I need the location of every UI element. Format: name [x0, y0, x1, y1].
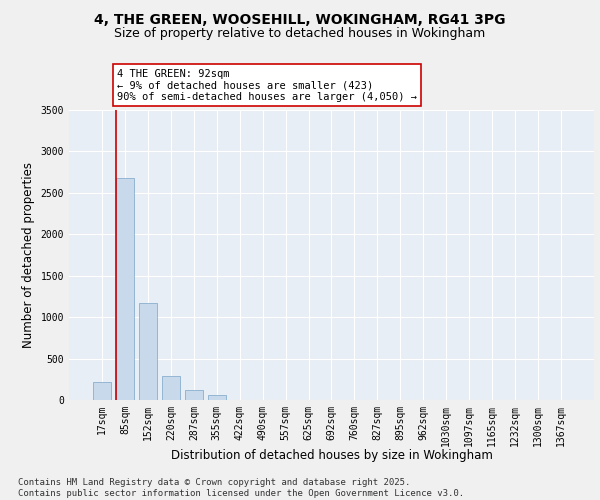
Text: Size of property relative to detached houses in Wokingham: Size of property relative to detached ho…	[115, 28, 485, 40]
Y-axis label: Number of detached properties: Number of detached properties	[22, 162, 35, 348]
Bar	[162, 376, 180, 400]
Bar	[208, 396, 226, 400]
Text: Contains HM Land Registry data © Crown copyright and database right 2025.
Contai: Contains HM Land Registry data © Crown c…	[18, 478, 464, 498]
Text: 4, THE GREEN, WOOSEHILL, WOKINGHAM, RG41 3PG: 4, THE GREEN, WOOSEHILL, WOKINGHAM, RG41…	[94, 12, 506, 26]
Bar	[116, 178, 134, 400]
Bar	[185, 390, 203, 400]
Text: 4 THE GREEN: 92sqm
← 9% of detached houses are smaller (423)
90% of semi-detache: 4 THE GREEN: 92sqm ← 9% of detached hous…	[117, 68, 417, 102]
X-axis label: Distribution of detached houses by size in Wokingham: Distribution of detached houses by size …	[170, 449, 493, 462]
Bar	[93, 382, 111, 400]
Bar	[139, 303, 157, 400]
